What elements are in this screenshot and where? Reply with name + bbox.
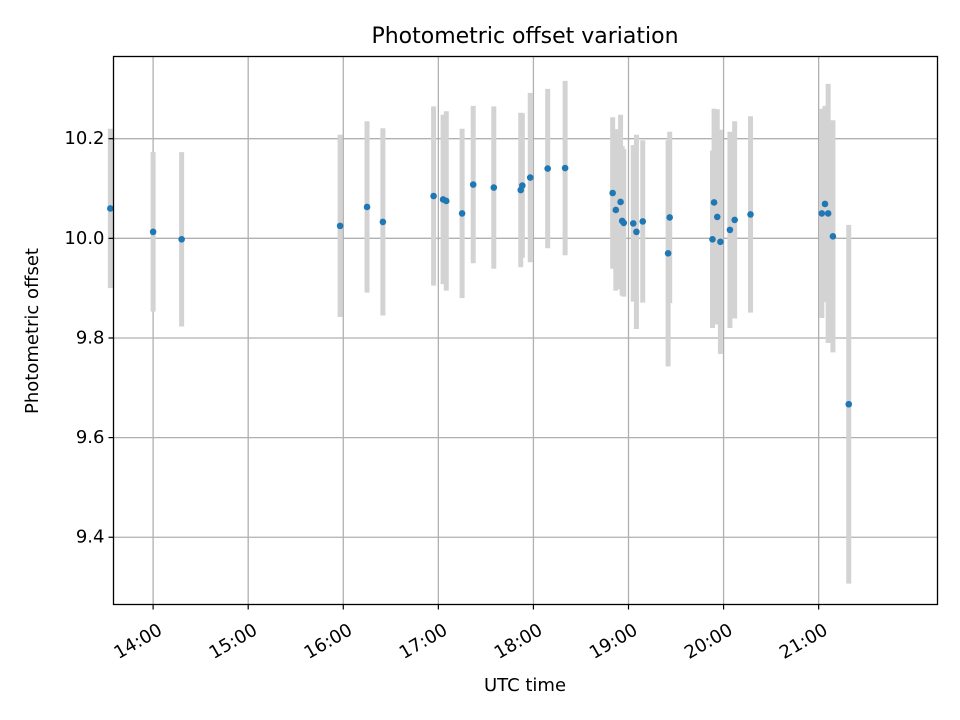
data-point — [639, 218, 647, 225]
data-point — [664, 249, 672, 257]
data-point — [379, 218, 387, 226]
data-point — [821, 200, 829, 208]
data-point — [469, 181, 477, 188]
data-point — [519, 182, 526, 189]
data-point — [609, 189, 616, 197]
data-point — [620, 219, 628, 227]
y-axis-label: Photometric offset — [22, 248, 43, 414]
y-tick-label: 9.4 — [76, 527, 105, 548]
data-point — [629, 220, 637, 227]
data-point — [612, 206, 620, 214]
data-point — [845, 400, 853, 408]
data-point — [747, 211, 754, 218]
data-point — [717, 238, 724, 246]
y-tick-label: 9.6 — [76, 427, 105, 448]
data-point — [149, 228, 157, 236]
y-tick-label: 10.2 — [64, 128, 104, 149]
data-point — [490, 184, 498, 191]
data-point — [363, 203, 371, 211]
data-point — [458, 210, 466, 217]
data-point — [633, 228, 640, 236]
data-point — [824, 210, 832, 217]
data-point — [561, 164, 569, 172]
data-point — [713, 213, 721, 221]
y-tick-label: 9.8 — [76, 327, 105, 348]
data-point — [710, 199, 718, 206]
y-tick-label: 10.0 — [64, 228, 104, 249]
data-point — [544, 165, 551, 172]
data-point — [107, 205, 114, 212]
grid-lines — [113, 56, 938, 605]
x-axis-label: UTC time — [484, 675, 566, 696]
data-point — [526, 174, 534, 181]
plot-frame — [112, 55, 939, 606]
data-point — [731, 216, 738, 224]
data-point — [818, 210, 826, 217]
data-point — [178, 236, 185, 243]
data-point — [726, 226, 734, 234]
data-point — [666, 214, 673, 221]
chart-title: Photometric offset variation — [371, 24, 678, 49]
data-point — [442, 197, 450, 205]
data-point — [336, 222, 344, 230]
data-point — [709, 236, 716, 243]
data-point — [617, 198, 624, 206]
data-point — [829, 233, 837, 240]
data-points — [107, 164, 853, 408]
data-point — [430, 192, 437, 200]
